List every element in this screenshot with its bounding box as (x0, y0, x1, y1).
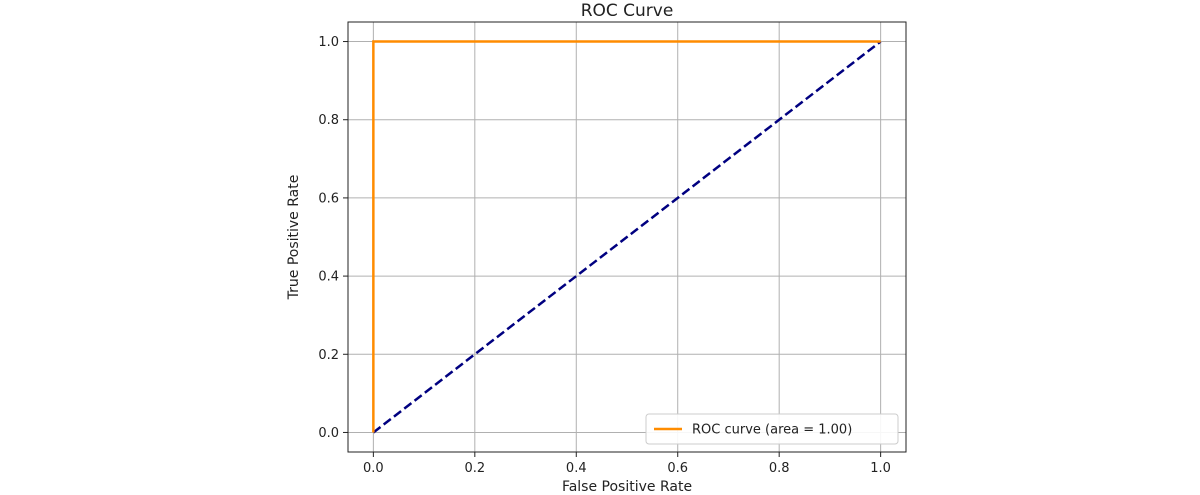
x-tick-label: 0.4 (566, 461, 587, 476)
y-tick-label: 0.2 (318, 348, 339, 363)
x-tick-label: 0.2 (464, 461, 485, 476)
plot-series (372, 40, 882, 434)
y-tick-label: 0.6 (318, 191, 339, 206)
x-tick-label: 1.0 (870, 461, 891, 476)
x-tick-label: 0.6 (667, 461, 688, 476)
legend: ROC curve (area = 1.00) (645, 413, 899, 445)
chart-title: ROC Curve (581, 1, 674, 21)
roc-curve-line (372, 40, 881, 433)
legend-label-roc-curve: ROC curve (area = 1.00) (692, 423, 852, 438)
x-tick-label: 0.8 (769, 461, 790, 476)
chance-diagonal-line (372, 40, 882, 434)
y-tick-label: 1.0 (318, 35, 339, 50)
y-tick-label: 0.0 (318, 426, 339, 441)
y-tick-label: 0.8 (318, 113, 339, 128)
axis-ticks: 0.0 0.2 0.4 0.6 0.8 1.0 0.0 0.2 0.4 0.6 0.8 1.0 (318, 35, 891, 476)
x-axis-label: False Positive Rate (562, 479, 692, 495)
y-axis-label: True Positive Rate (286, 175, 302, 301)
y-tick-label: 0.4 (318, 270, 339, 285)
x-tick-label: 0.0 (363, 461, 384, 476)
legend-box (645, 413, 899, 445)
plot-area-frame (347, 21, 907, 453)
